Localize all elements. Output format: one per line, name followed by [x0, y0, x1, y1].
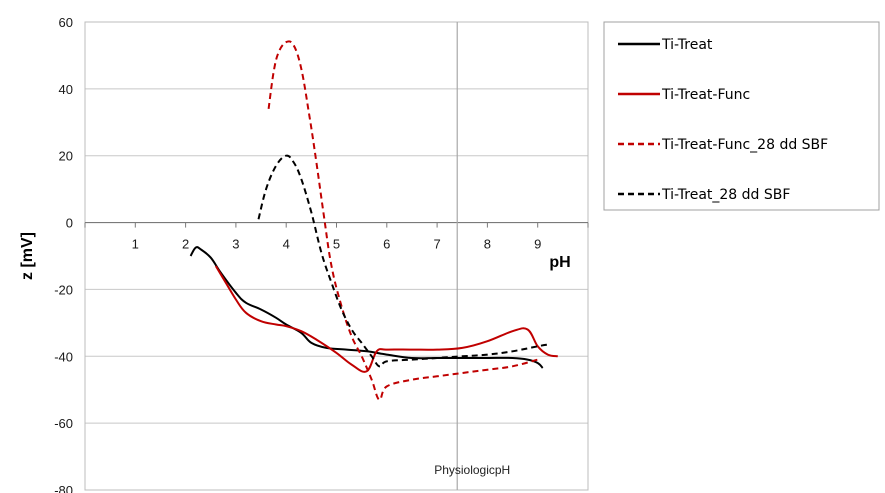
y-tick-label: 60	[59, 15, 73, 30]
physiologic-ph-annotation: PhysiologicpH	[434, 463, 510, 477]
x-tick-label: 5	[333, 237, 340, 252]
x-tick-label: 3	[232, 237, 239, 252]
x-tick-label: 8	[484, 237, 491, 252]
x-tick-label: 7	[433, 237, 440, 252]
x-tick-label: 4	[283, 237, 290, 252]
legend-label: Ti-Treat_28 dd SBF	[661, 187, 790, 203]
x-tick-label: 6	[383, 237, 390, 252]
axes	[84, 21, 589, 491]
legend-box	[603, 21, 880, 211]
x-tick-label: 1	[132, 237, 139, 252]
y-tick-label: -60	[54, 416, 73, 431]
y-tick-label: 40	[59, 82, 73, 97]
y-tick-label: 0	[66, 216, 73, 231]
y-tick-label: -40	[54, 349, 73, 364]
legend: Ti-Treat Ti-Treat-Func Ti-Treat-Func_28 dd…	[603, 21, 880, 211]
labels: 60 40 20 0 -20 -40 -60 -80 1 2 3 4 5 6 7 8 9 Physiologicp…	[19, 15, 571, 493]
legend-label: Ti-Treat-Func_28 dd SBF	[661, 137, 828, 153]
series-line-ti-treat-func-28-dd-sbf	[267, 40, 538, 401]
legend-label: Ti-Treat	[661, 37, 713, 53]
plot-area-border	[84, 21, 589, 491]
legend-label: Ti-Treat-Func	[661, 87, 750, 103]
y-tick-label: -80	[54, 483, 73, 493]
y-tick-label: -20	[54, 282, 73, 297]
x-axis-title: pH	[549, 254, 570, 271]
y-tick-label: 20	[59, 149, 73, 164]
y-axis-title: z [mV]	[19, 232, 36, 280]
x-tick-label: 2	[182, 237, 189, 252]
series-line-ti-treat-28-dd-sbf	[257, 154, 548, 368]
grid	[85, 21, 588, 491]
series-line-ti-treat-func	[214, 265, 558, 373]
x-tick-label: 9	[534, 237, 541, 252]
series-layer	[189, 40, 558, 401]
